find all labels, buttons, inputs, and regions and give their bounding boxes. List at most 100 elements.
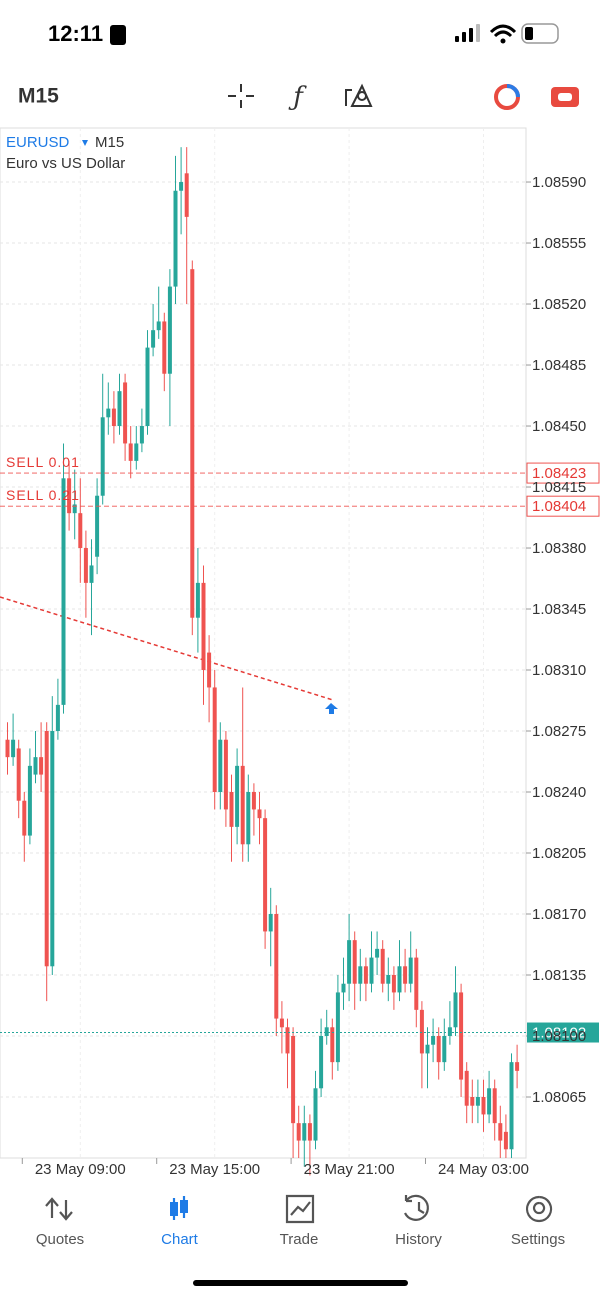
candle-body: [307, 1123, 312, 1141]
candle-body: [380, 948, 385, 984]
y-tick-label: 1.08520: [532, 296, 586, 313]
wifi-icon: [489, 24, 517, 38]
candle-body: [453, 992, 458, 1028]
candle-body: [128, 443, 133, 461]
order-label[interactable]: SELL 0.01: [6, 454, 80, 470]
candle-body: [408, 957, 413, 984]
x-tick-label: 23 May 15:00: [169, 1161, 260, 1178]
signal-icon: [455, 24, 480, 42]
candle-body: [50, 731, 55, 967]
candle-body: [475, 1097, 480, 1106]
candle-body: [111, 408, 116, 427]
candle-body: [167, 286, 172, 374]
chart-area: [0, 127, 527, 1159]
candle-body: [414, 957, 419, 1010]
candle-body: [257, 809, 262, 819]
candle-body: [279, 1018, 284, 1028]
tab-icon[interactable]: [525, 1195, 553, 1223]
candle-body: [375, 948, 380, 958]
candle-body: [67, 478, 72, 514]
candle-body: [207, 652, 212, 688]
candle-body: [117, 391, 122, 427]
candle-body: [106, 408, 111, 418]
order-label[interactable]: SELL 0.21: [6, 487, 80, 503]
candle-body: [55, 704, 60, 732]
y-tick-label: 1.08100: [532, 1028, 586, 1045]
account-icon[interactable]: [494, 84, 520, 110]
candle-body: [195, 582, 200, 618]
candle-body: [223, 739, 228, 810]
candle-body: [503, 1131, 508, 1150]
home-indicator: [193, 1280, 408, 1286]
candle-body: [481, 1097, 486, 1115]
candles: [5, 147, 520, 1176]
wifi-dot: [500, 38, 506, 44]
chart-timeframe: M15: [95, 134, 124, 151]
crosshair-button[interactable]: [228, 84, 254, 108]
y-tick-label: 1.08065: [532, 1089, 586, 1106]
tab-icon-body[interactable]: [170, 1202, 178, 1216]
candle-body: [134, 443, 139, 461]
tab-icon-body[interactable]: [180, 1200, 188, 1213]
tab-label[interactable]: Quotes: [36, 1231, 84, 1248]
y-tick-label: 1.08450: [532, 418, 586, 435]
tab-label[interactable]: History: [395, 1231, 442, 1248]
x-tick-label: 23 May 21:00: [304, 1161, 395, 1178]
current-price: 1.08102: [532, 1024, 586, 1041]
candle-body: [324, 1027, 329, 1037]
candle-body: [459, 992, 464, 1080]
candle-body: [464, 1070, 469, 1106]
candle-body: [397, 966, 402, 993]
symbol-dropdown[interactable]: [82, 140, 88, 146]
tab-label[interactable]: Trade: [280, 1231, 319, 1248]
tab-icon[interactable]: [285, 1194, 315, 1224]
candle-body: [369, 957, 374, 984]
symbol[interactable]: EURUSD: [6, 134, 70, 151]
candle-body: [212, 687, 217, 793]
y-tick-label: 1.08240: [532, 784, 586, 801]
candle-body: [431, 1036, 436, 1045]
buy-arrow: [325, 703, 338, 714]
candle-body: [436, 1036, 441, 1063]
status-icon: [110, 25, 126, 45]
candle-body: [274, 914, 279, 1019]
candle-body: [509, 1062, 514, 1150]
tabs: Quotes Chart Trade History Settings: [36, 1194, 565, 1248]
indicators-button[interactable]: ƒ: [288, 82, 307, 112]
candle-body: [89, 565, 94, 583]
y-tick-label: 1.08590: [532, 174, 586, 191]
candle-body: [403, 966, 408, 984]
candle-body: [391, 975, 396, 993]
trade-icon[interactable]: [551, 87, 579, 107]
candle-body: [184, 173, 189, 217]
tab-icon[interactable]: [45, 1197, 73, 1221]
candle-body: [251, 792, 256, 810]
status-time: 12:11: [48, 21, 103, 46]
candle-body: [95, 495, 100, 557]
tab-label[interactable]: Settings: [511, 1231, 565, 1248]
candle-body: [145, 347, 150, 427]
symbol-description: Euro vs US Dollar: [6, 155, 125, 172]
tab-label[interactable]: Chart: [161, 1231, 199, 1248]
y-tick-label: 1.08485: [532, 357, 586, 374]
candle-body: [139, 426, 144, 444]
candle-body: [201, 582, 206, 671]
candle-body: [447, 1027, 452, 1037]
tab-icon[interactable]: [404, 1194, 429, 1221]
timeframe-button[interactable]: M15: [18, 85, 59, 108]
candle-body: [218, 739, 223, 793]
overlay: SELL 0.01 1.08423 SELL 0.21 1.08404 1.08102: [0, 454, 600, 1043]
candle-body: [313, 1088, 318, 1141]
candle-body: [240, 765, 245, 845]
trend-line[interactable]: [0, 596, 334, 701]
candle-body: [358, 966, 363, 984]
candle-body: [190, 269, 195, 618]
candle-body: [470, 1097, 475, 1106]
candle-body: [285, 1027, 290, 1054]
candle-body: [229, 792, 234, 827]
y-tick-label: 1.08345: [532, 601, 586, 618]
candle-body: [246, 792, 251, 845]
objects-button[interactable]: [345, 83, 373, 107]
candle-body: [363, 966, 368, 984]
